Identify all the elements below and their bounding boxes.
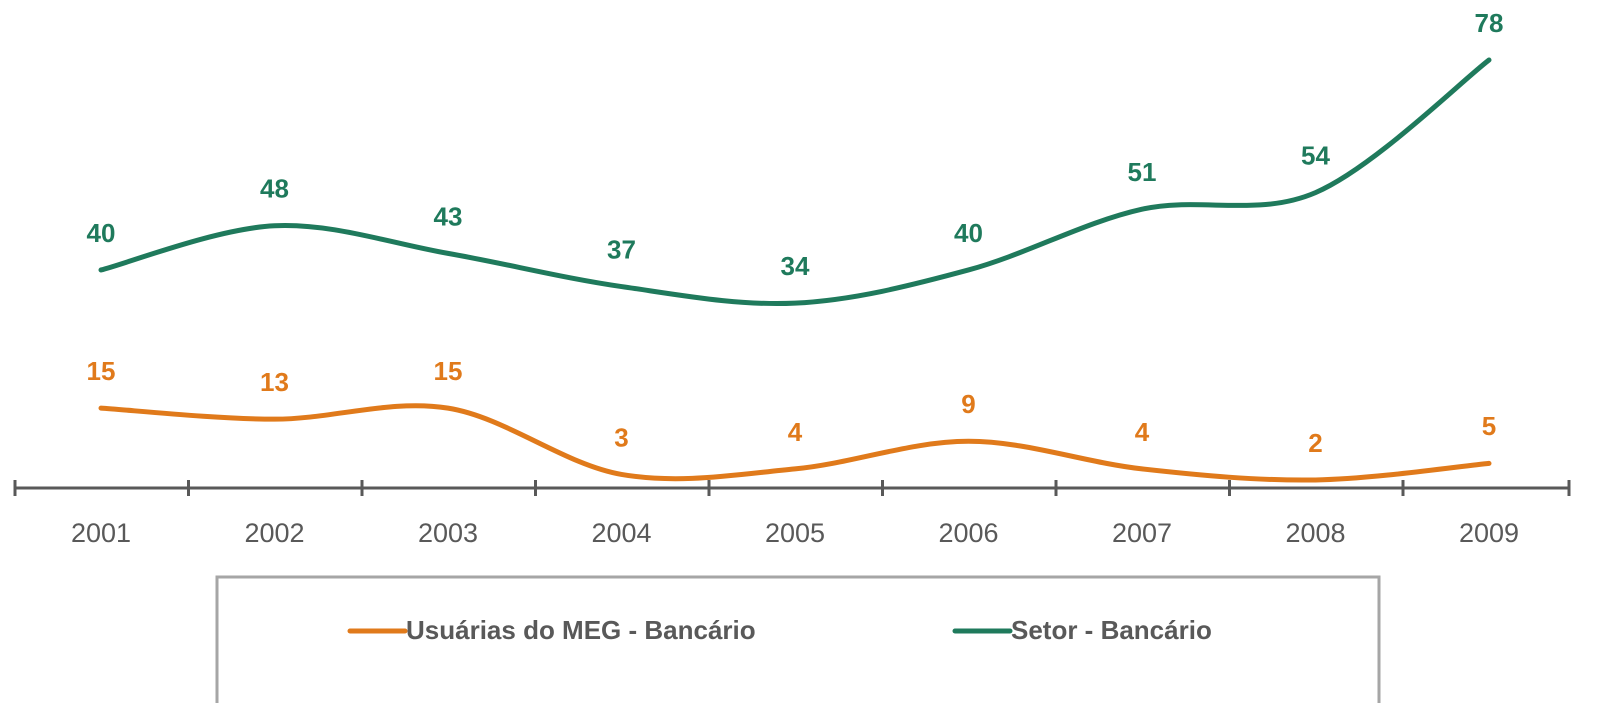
data-label: 2 <box>1308 428 1322 458</box>
data-label: 37 <box>607 234 636 264</box>
data-label: 4 <box>1135 417 1150 447</box>
data-label: 43 <box>434 201 463 231</box>
data-label: 40 <box>87 218 116 248</box>
data-label: 5 <box>1482 411 1496 441</box>
data-label: 9 <box>961 389 975 419</box>
x-tick-label: 2002 <box>244 518 304 548</box>
x-tick-label: 2007 <box>1112 518 1172 548</box>
data-label: 3 <box>614 422 628 452</box>
legend-box <box>215 575 1381 703</box>
x-tick-label: 2008 <box>1285 518 1345 548</box>
data-label: 4 <box>788 417 803 447</box>
series-line <box>98 403 1492 483</box>
data-label: 15 <box>87 356 116 386</box>
x-tick-label: 2009 <box>1459 518 1519 548</box>
x-tick-label: 2006 <box>938 518 998 548</box>
x-tick-label: 2004 <box>591 518 651 548</box>
data-label: 78 <box>1475 8 1504 38</box>
data-label: 48 <box>260 174 289 204</box>
data-label: 34 <box>781 251 810 281</box>
x-tick-label: 2001 <box>71 518 131 548</box>
x-tick-label: 2005 <box>765 518 825 548</box>
data-label: 40 <box>954 218 983 248</box>
data-label: 51 <box>1128 157 1157 187</box>
series-line <box>98 57 1492 307</box>
data-label: 54 <box>1301 140 1330 170</box>
legend-label: Usuárias do MEG - Bancário <box>406 615 756 645</box>
data-label: 15 <box>434 356 463 386</box>
x-tick-label: 2003 <box>418 518 478 548</box>
legend-label: Setor - Bancário <box>1011 615 1212 645</box>
data-label: 13 <box>260 367 289 397</box>
